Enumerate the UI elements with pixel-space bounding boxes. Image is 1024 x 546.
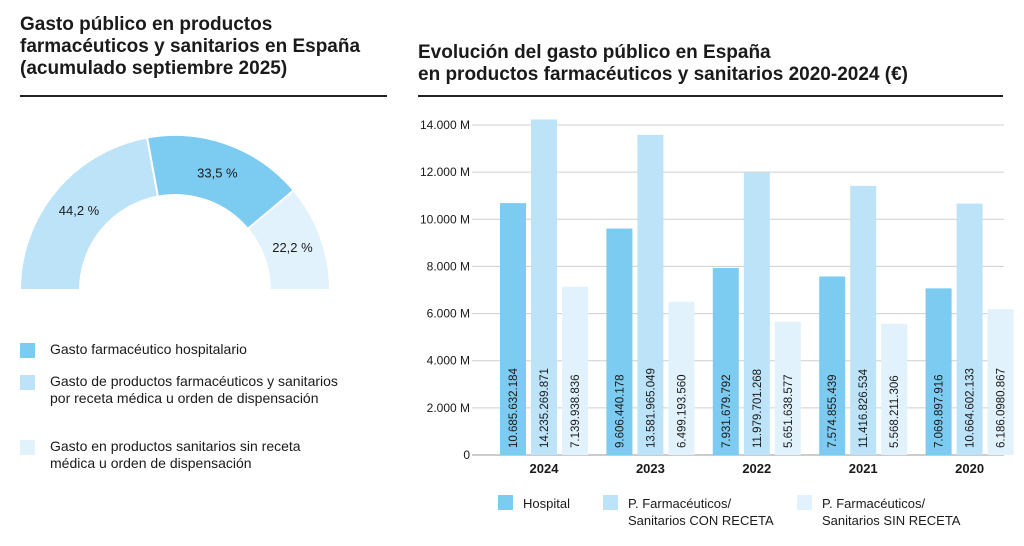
bar-2022-series-0 bbox=[712, 268, 739, 455]
bar-chart-title: Evolución del gasto público en España en… bbox=[418, 42, 1008, 86]
y-tick-label: 6.000 M bbox=[427, 307, 470, 321]
legend-label: P. Farmacéuticos/ Sanitarios CON RECETA bbox=[628, 495, 798, 529]
right-title-rule bbox=[418, 95, 1003, 97]
bar-chart-title-line1: Evolución del gasto público en España bbox=[418, 42, 771, 63]
pie-slice-label-1: 33,5 % bbox=[197, 165, 238, 180]
semicircle-donut-chart: 44,2 % 33,5 % 22,2 % bbox=[18, 134, 332, 291]
bar-value-label: 14.235.269.871 bbox=[539, 368, 551, 448]
bar-2024-series-2 bbox=[562, 286, 588, 455]
bar-value-label: 13.581.965.049 bbox=[645, 368, 657, 448]
legend-label-line1: P. Farmacéuticos/ bbox=[628, 496, 732, 511]
legend-swatch-con-receta bbox=[603, 495, 618, 510]
left-title-rule bbox=[20, 95, 387, 97]
x-category-label: 2024 bbox=[530, 461, 560, 476]
bar-2021-series-2 bbox=[881, 323, 908, 455]
bar-chart-title-line2: en productos farmacéuticos y sanitarios … bbox=[418, 64, 908, 85]
legend-label-line1: P. Farmacéuticos/ bbox=[822, 496, 926, 511]
legend-label: Hospital bbox=[523, 496, 570, 511]
bar-value-label: 7.574.855.439 bbox=[827, 374, 839, 448]
bar-value-label: 6.499.193.560 bbox=[676, 374, 688, 448]
bar-2022-series-2 bbox=[774, 321, 801, 455]
bar-2023-series-2 bbox=[668, 301, 695, 455]
x-category-label: 2023 bbox=[636, 461, 665, 476]
pie-chart-title: Gasto público en productos farmacéuticos… bbox=[20, 14, 361, 79]
y-tick-label: 14.000 M bbox=[420, 118, 470, 132]
bar-value-label: 10.685.632.184 bbox=[508, 367, 520, 448]
bar-value-label: 7.931.679.792 bbox=[721, 374, 733, 448]
x-category-label: 2021 bbox=[849, 461, 878, 476]
pie-slice-label-0: 44,2 % bbox=[59, 203, 100, 218]
legend-swatch-sin-receta bbox=[797, 495, 812, 510]
bar-value-label: 11.979.701.268 bbox=[752, 369, 764, 448]
bar-value-label: 6.186.0980.867 bbox=[996, 368, 1008, 448]
bar-2023-series-0 bbox=[606, 228, 633, 455]
x-category-label: 2022 bbox=[742, 461, 771, 476]
bar-2021-series-1 bbox=[850, 185, 877, 455]
y-tick-label: 0 bbox=[463, 448, 470, 462]
bar-2020-series-0 bbox=[925, 288, 952, 455]
bar-2021-series-0 bbox=[819, 276, 846, 455]
y-tick-label: 2.000 M bbox=[427, 401, 470, 415]
bar-value-label: 11.416.826.534 bbox=[858, 368, 870, 448]
bar-2020-series-2 bbox=[987, 309, 1014, 455]
legend-label: P. Farmacéuticos/ Sanitarios SIN RECETA bbox=[822, 495, 992, 529]
y-tick-label: 4.000 M bbox=[427, 354, 470, 368]
legend-swatch-con-receta bbox=[20, 375, 35, 390]
y-tick-label: 10.000 M bbox=[420, 212, 470, 226]
bar-value-label: 7.069.897.916 bbox=[934, 374, 946, 448]
bar-value-label: 5.651.638.577 bbox=[783, 374, 795, 448]
legend-label-line2: Sanitarios CON RECETA bbox=[628, 513, 774, 528]
bar-value-label: 7.139.938.836 bbox=[570, 374, 582, 448]
x-category-label: 2020 bbox=[955, 461, 984, 476]
grouped-bar-chart: 0 2.000 M 4.000 M 6.000 M 8.000 M 10.000 M 12.… bbox=[420, 118, 1014, 476]
pie-slice-2 bbox=[246, 188, 332, 291]
bar-2024-series-1 bbox=[531, 119, 557, 456]
legend-label: Gasto de productos farmacéuticos y sanit… bbox=[50, 373, 338, 406]
legend-label: Gasto farmacéutico hospitalario bbox=[50, 341, 247, 357]
y-tick-label: 8.000 M bbox=[427, 259, 470, 273]
pie-slice-label-2: 22,2 % bbox=[272, 240, 313, 255]
bar-value-label: 5.568.211.306 bbox=[889, 375, 901, 448]
legend-swatch-hospital bbox=[498, 495, 513, 510]
bar-2022-series-1 bbox=[743, 172, 770, 455]
legend-swatch-sin-receta bbox=[20, 440, 35, 455]
legend-label: Gasto en productos sanitarios sin receta… bbox=[50, 438, 301, 471]
bar-value-label: 10.664.602.133 bbox=[965, 368, 977, 448]
bar-2024-series-0 bbox=[500, 203, 526, 455]
legend-swatch-hospital bbox=[20, 343, 35, 358]
bar-2020-series-1 bbox=[956, 203, 983, 455]
y-tick-label: 12.000 M bbox=[420, 165, 470, 179]
legend-label-line2: Sanitarios SIN RECETA bbox=[822, 513, 961, 528]
bar-2023-series-1 bbox=[637, 134, 664, 455]
bar-value-label: 9.606.440.178 bbox=[614, 374, 626, 448]
